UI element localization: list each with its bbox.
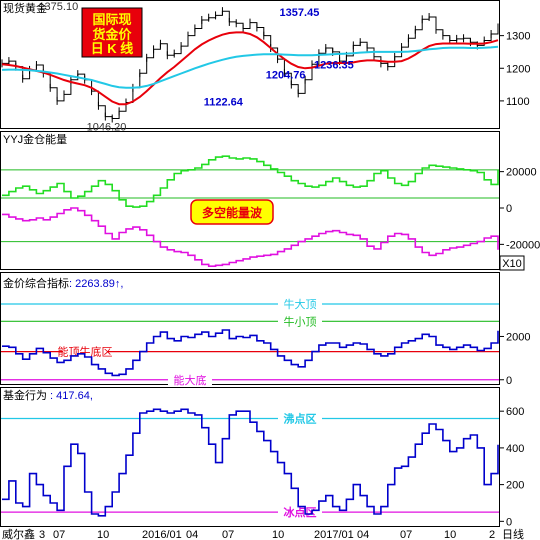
x-label-6: 07: [222, 529, 234, 540]
x-label-1: 3: [39, 529, 45, 540]
composite-level-label-3: 能大底: [174, 373, 207, 387]
price-badge-line-2: 货金价: [92, 27, 132, 42]
composite-level-label-1: 牛小顶: [284, 314, 317, 328]
yyj-tick-label-1: 0: [506, 203, 512, 215]
composite-level-label-bg-0: [278, 296, 322, 310]
fund-panel: [0, 387, 500, 527]
fund-tick-label-0: 600: [506, 406, 524, 418]
yyj-badge-label: 多空能量波: [202, 205, 263, 220]
fund-level-label-1: 冰点区: [284, 505, 317, 519]
yyj-tick-label-0: 20000: [506, 167, 537, 179]
composite-tick-label-1: 0: [506, 375, 512, 387]
composite-level-label-bg-3: [168, 372, 212, 386]
fund-tick-label-3: 0: [506, 516, 512, 528]
price-series-ma_short: [1, 31, 499, 106]
fund-panel-title: 基金行为 : 417.64,: [3, 388, 93, 402]
x-label-7: 10: [272, 529, 284, 540]
price-annotation-5: 1236.35: [314, 59, 354, 71]
x-label-10: 07: [400, 529, 412, 540]
fund-tick-label-1: 400: [506, 443, 524, 455]
fund-series-fund: [2, 408, 499, 517]
composite-current-value: 2263.89: [75, 278, 115, 290]
yyj-unit-label: X10: [502, 258, 522, 270]
yyj-panel: [0, 131, 500, 270]
composite-trend-arrow: ↑: [115, 278, 121, 290]
composite-panel-title: 金价综合指标: 2263.89↑,: [3, 276, 123, 290]
price-annotation-3: 1122.64: [204, 97, 244, 109]
x-label-3: 10: [97, 529, 109, 540]
composite-panel: [0, 272, 500, 385]
composite-level-label-bg-2: [63, 344, 107, 358]
yyj-badge: 多空能量波: [190, 199, 274, 225]
composite-tick-label-0: 2000: [506, 331, 530, 343]
price-tick-label-0: 1100: [506, 96, 530, 108]
x-label-0: 威尔鑫: [2, 527, 35, 540]
fund-current-value: 417.64: [56, 390, 90, 402]
x-label-4: 2016/01: [142, 529, 182, 540]
price-badge-line-3: 日 K 线: [91, 41, 134, 56]
composite-series-composite: [2, 329, 499, 377]
price-annotation-4: 1204.76: [266, 70, 306, 82]
x-label-11: 10: [444, 529, 456, 540]
price-series-price: [2, 10, 499, 119]
price-series-ma_long: [1, 45, 499, 89]
x-label-12: 2: [489, 529, 495, 540]
price-panel-title: 现货黄金: [3, 1, 47, 15]
price-annotation-1: 1357.45: [280, 7, 320, 19]
fund-level-label-0: 沸点区: [284, 412, 317, 426]
fund-tick-label-2: 200: [506, 480, 524, 492]
price-annotation-2: 1046.20: [87, 121, 127, 133]
x-label-9: 04: [357, 529, 369, 540]
price-tick-label-1: 1200: [506, 63, 530, 75]
x-label-8: 2017/01: [314, 529, 354, 540]
price-badge-line-1: 国际现: [92, 12, 131, 27]
price-panel: [0, 0, 500, 129]
price-tick-label-2: 1300: [506, 31, 530, 43]
fund-level-label-bg-1: [278, 505, 322, 519]
yyj-panel-title: YYJ金仓能量: [3, 132, 67, 146]
composite-level-label-0: 牛大顶: [284, 297, 317, 311]
yyj-series-lower: [2, 207, 499, 267]
composite-level-label-bg-1: [278, 314, 322, 328]
yyj-unit-box: X10: [499, 255, 525, 271]
yyj-series-upper: [2, 155, 499, 208]
yyj-tick-label-2: -20000: [506, 239, 540, 251]
x-label-2: 07: [53, 529, 65, 540]
x-label-5: 04: [186, 529, 198, 540]
price-annotation-0: 1375.10: [38, 1, 78, 13]
x-label-13: 日线: [502, 527, 524, 540]
price-badge: 国际现 货金价 日 K 线: [81, 7, 143, 58]
fund-level-label-bg-0: [278, 411, 322, 425]
x-axis-labels: 威尔鑫 3 07 10 2016/01 04 07 10 2017/01 04 …: [2, 527, 524, 540]
